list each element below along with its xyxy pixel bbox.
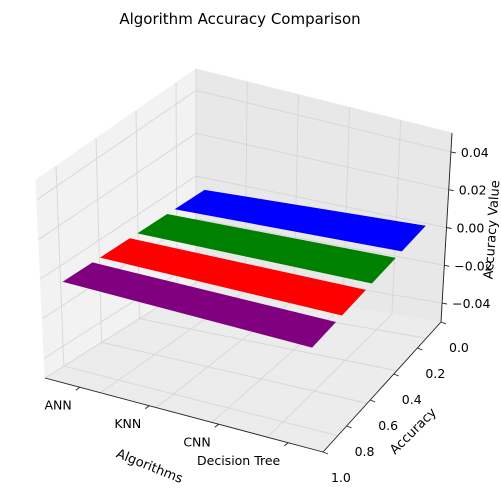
- y-tick-mark: [346, 425, 352, 429]
- y-tick-mark: [417, 347, 423, 351]
- x-gridline-floor: [101, 341, 368, 404]
- y-tick-label: 0.4: [402, 392, 422, 407]
- y-tick-label: 1.0: [331, 470, 351, 485]
- z-gridline-back: [38, 132, 197, 240]
- y-tick-label: 0.6: [378, 418, 398, 433]
- z-tick-label: −0.04: [452, 296, 490, 311]
- y-axis-line: [322, 321, 442, 453]
- x-tick-label: CNN: [183, 434, 210, 449]
- z-tick-label: −0.02: [454, 258, 492, 273]
- z-tick-mark: [450, 151, 456, 154]
- x-axis-line: [44, 377, 324, 453]
- z-gridline-side: [195, 132, 449, 191]
- y-tick-mark: [370, 399, 376, 403]
- x-gridline-floor: [139, 318, 397, 372]
- x-tick-label: ANN: [44, 397, 71, 412]
- z-gridline-back: [40, 175, 197, 280]
- z-gridline-side: [195, 89, 452, 153]
- z-tick-mark: [448, 189, 454, 192]
- y-tick-label: 0.0: [449, 340, 469, 355]
- y-tick-mark: [440, 321, 447, 325]
- x-tick-mark: [75, 386, 81, 391]
- bar-cnn: [99, 238, 366, 316]
- y-tick-mark: [322, 451, 329, 455]
- z-tick-label: 0.04: [461, 145, 489, 160]
- z-gridline-back: [36, 90, 197, 201]
- bars: [62, 189, 426, 348]
- y-tick-label: 0.8: [355, 444, 375, 459]
- bar-decision-tree: [62, 262, 337, 348]
- z-gridline-side: [195, 175, 447, 228]
- x-axis-ticks: ANN KNN CNN Decision Tree: [44, 386, 289, 468]
- bar-knn: [137, 214, 396, 284]
- chart-title: Algorithm Accuracy Comparison: [119, 10, 360, 28]
- x-tick-mark: [214, 423, 220, 428]
- y-axis-ticks: 0.0 0.20.4 0.60.8 1.0: [322, 321, 469, 485]
- z-gridline-back: [43, 261, 197, 359]
- z-tick-mark: [444, 264, 450, 267]
- z-tick-mark: [442, 302, 448, 305]
- x-axis-label: Algorithms: [114, 447, 185, 487]
- x-tick-mark: [144, 405, 150, 410]
- y-tick-label: 0.2: [425, 366, 445, 381]
- z-gridline-side: [195, 218, 445, 266]
- z-axis-ticks: −0.04 −0.02 0.00 0.02 0.04: [442, 145, 493, 311]
- x-tick-label: Decision Tree: [197, 453, 281, 468]
- x-tick-mark: [283, 442, 289, 447]
- x-tick-label: KNN: [114, 416, 141, 431]
- y-gridline-floor: [267, 313, 393, 438]
- x-gridline-floor: [63, 365, 338, 437]
- z-tick-mark: [446, 227, 452, 229]
- bar-ann: [174, 189, 426, 252]
- z-axis-label: Accuracy Value: [482, 180, 501, 280]
- y-tick-mark: [393, 373, 399, 377]
- z-tick-label: 0.00: [457, 221, 485, 236]
- z-tick-label: 0.02: [459, 183, 487, 198]
